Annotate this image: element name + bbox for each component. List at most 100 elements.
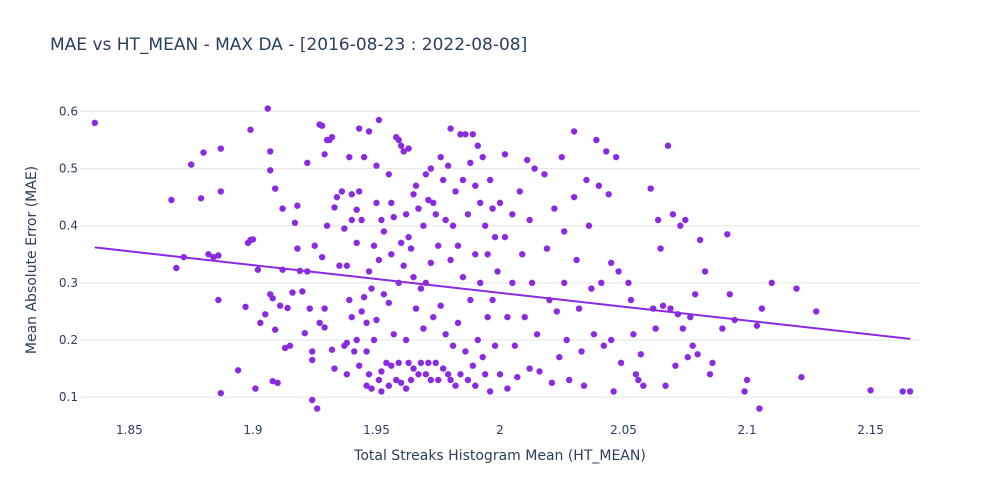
data-point xyxy=(679,325,687,332)
data-point xyxy=(313,405,321,412)
data-point xyxy=(318,253,326,261)
data-point xyxy=(385,299,393,307)
data-point xyxy=(388,199,395,207)
data-point xyxy=(573,256,580,264)
data-point xyxy=(333,193,341,201)
data-point xyxy=(328,133,336,141)
data-point xyxy=(449,222,457,229)
data-point xyxy=(486,388,494,395)
data-point xyxy=(91,119,99,127)
data-point xyxy=(294,202,301,209)
data-point xyxy=(217,145,225,152)
data-point xyxy=(617,359,625,367)
data-point xyxy=(467,296,474,304)
data-point xyxy=(375,376,383,384)
data-point xyxy=(536,368,543,375)
data-point xyxy=(477,279,484,287)
data-point xyxy=(662,382,669,389)
data-point xyxy=(452,188,459,195)
data-point xyxy=(501,151,509,158)
data-point xyxy=(353,239,360,247)
data-point xyxy=(395,136,402,144)
data-point xyxy=(756,405,763,412)
data-point xyxy=(321,151,328,158)
data-point xyxy=(187,161,195,168)
data-point xyxy=(373,199,380,207)
data-point xyxy=(447,256,454,264)
data-point xyxy=(383,359,390,367)
data-point xyxy=(514,373,521,381)
data-point xyxy=(346,153,353,161)
data-point xyxy=(575,305,583,312)
data-point xyxy=(511,342,519,349)
data-point xyxy=(558,153,565,161)
data-point xyxy=(365,371,373,378)
data-point xyxy=(610,388,617,395)
data-point xyxy=(348,191,355,198)
data-point xyxy=(309,356,316,364)
data-point xyxy=(348,313,355,321)
data-point xyxy=(741,388,748,395)
data-point xyxy=(635,376,642,384)
data-point xyxy=(343,371,351,378)
data-point xyxy=(652,325,659,332)
data-point xyxy=(706,371,714,378)
data-point xyxy=(343,339,351,347)
data-point xyxy=(523,156,531,164)
gridlines xyxy=(80,110,920,398)
data-point xyxy=(420,222,427,229)
data-point xyxy=(899,388,906,395)
data-point xyxy=(402,211,410,218)
data-point xyxy=(370,336,378,344)
data-point xyxy=(657,245,664,252)
data-point xyxy=(353,336,360,344)
data-point xyxy=(365,128,373,135)
data-point xyxy=(397,379,405,387)
data-point xyxy=(724,231,731,238)
y-axis-title: Mean Absolute Error (MAE) xyxy=(24,166,40,354)
y-tick-label: 0.5 xyxy=(59,162,78,176)
data-point xyxy=(412,182,420,189)
data-point xyxy=(452,382,459,389)
data-point xyxy=(464,376,472,384)
data-point xyxy=(509,279,516,287)
data-point xyxy=(439,365,447,372)
data-point xyxy=(341,225,348,232)
y-tick-label: 0.4 xyxy=(59,219,78,233)
trendline xyxy=(94,246,911,340)
data-point xyxy=(501,233,509,241)
data-point xyxy=(355,125,363,132)
data-point xyxy=(368,285,375,292)
data-point xyxy=(427,165,435,172)
data-point xyxy=(343,262,351,269)
data-point xyxy=(570,128,578,135)
data-point xyxy=(526,365,533,372)
data-point xyxy=(519,251,526,258)
data-point xyxy=(173,264,180,272)
data-point xyxy=(726,291,733,298)
data-point xyxy=(561,228,568,235)
data-point xyxy=(758,305,766,312)
data-point xyxy=(813,308,820,315)
data-point xyxy=(417,359,425,367)
data-point xyxy=(449,342,457,349)
data-point xyxy=(553,308,561,315)
data-point xyxy=(254,266,262,273)
data-point xyxy=(615,268,622,275)
data-point xyxy=(484,251,491,258)
data-point xyxy=(407,376,415,384)
data-point xyxy=(353,206,360,213)
data-point xyxy=(462,348,469,355)
data-point xyxy=(632,371,640,378)
data-point xyxy=(432,359,439,367)
data-point xyxy=(442,216,449,224)
data-point xyxy=(365,268,373,275)
data-point xyxy=(318,122,326,129)
data-point xyxy=(462,131,469,138)
data-point xyxy=(444,371,452,378)
data-point xyxy=(585,222,593,229)
data-point xyxy=(479,353,486,361)
data-point xyxy=(269,295,276,302)
data-point xyxy=(472,182,479,189)
data-point xyxy=(607,259,615,267)
